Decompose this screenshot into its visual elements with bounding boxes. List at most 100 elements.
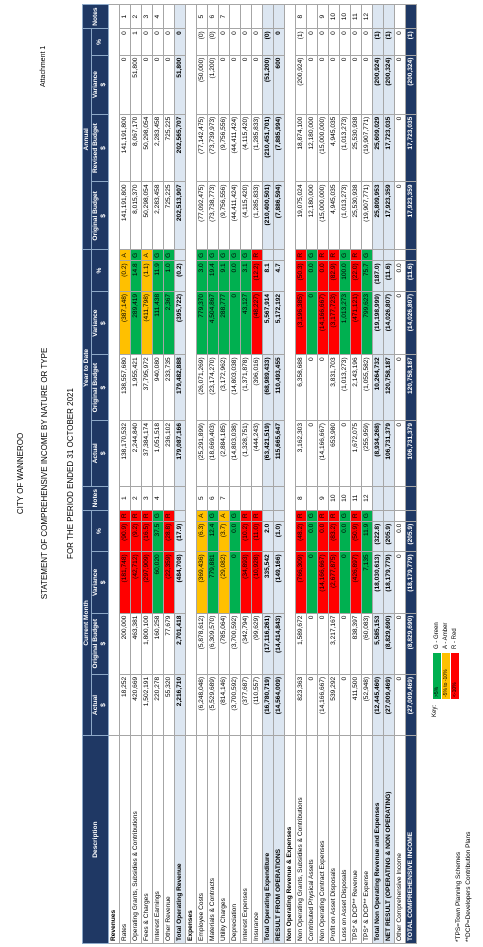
value-cell: (7,886,594) [273, 181, 285, 250]
value-cell: 420,669 [130, 674, 142, 736]
note-ref: 2 [130, 4, 142, 29]
row-label: Other Revenue [163, 735, 175, 944]
value-cell: 5,567,914 [262, 291, 274, 355]
column-header: Original Budget $ [91, 181, 109, 250]
value-cell: 6,358,688 [295, 354, 307, 421]
value-cell: (18,030,613) [372, 551, 384, 614]
table-row: Total Operating Revenue 2,216,710 2,701,41… [174, 4, 186, 944]
value-cell: 0 [361, 28, 373, 56]
value-cell: 600 [273, 55, 285, 115]
value-cell: 1,013,273 [339, 291, 351, 355]
value-cell: 0 [163, 55, 175, 115]
table-row: TOTAL COMPREHENSIVE INCOME (27,009,469) (8… [405, 4, 417, 944]
value-cell: (1.0) [273, 521, 285, 552]
value-cell: 0 [251, 28, 263, 56]
attachment-label: Attachment 1 [40, 45, 47, 87]
value-cell: 0 [218, 28, 230, 56]
note-ref: 7 [218, 486, 230, 511]
status-flag: A [141, 249, 153, 261]
column-unit: $ [100, 385, 107, 390]
value-cell: 2,143,196 [350, 354, 362, 421]
value-cell: 4,504,867 [207, 291, 219, 355]
value-cell: (8,829,690) [405, 613, 417, 675]
value-cell: 1 [130, 28, 142, 56]
value-cell: (14,564,009) [273, 674, 285, 736]
value-cell: (1,285,833) [251, 114, 263, 182]
status-flag: R [317, 249, 329, 261]
value-cell: (16.5) [141, 521, 153, 552]
status-flag: G [152, 510, 164, 522]
row-label: Non Operating Contract Expenses [317, 735, 329, 944]
column-label: % [96, 267, 103, 274]
value-cell: 288,777 [218, 291, 230, 355]
value-cell: 2,283,458 [152, 181, 164, 250]
value-cell: 0 [317, 613, 329, 675]
value-cell: 0 [240, 28, 252, 56]
value-cell: 0 [339, 613, 351, 675]
value-cell: 335,542 [262, 551, 274, 614]
note-ref [306, 486, 318, 511]
table-row: Total Non Operating Revenue and Expenses… [372, 4, 384, 944]
note-ref [383, 486, 395, 511]
value-cell: 779,370 [196, 291, 208, 355]
note-ref [394, 486, 406, 511]
value-cell: (0.2) [119, 260, 131, 292]
value-cell: 0 [306, 354, 318, 421]
value-cell: (814,146) [218, 674, 230, 736]
section-label: Revenues [108, 735, 120, 944]
status-flag: G [207, 510, 219, 522]
row-label: Utility Charges [218, 735, 230, 944]
empty-cell [284, 4, 296, 736]
legend-key: Key: >5% G - Green -5% to -10% A - Amber <-1… [432, 622, 459, 717]
value-cell: (14,026,807) [405, 291, 417, 355]
value-cell: 1,800,100 [141, 613, 153, 675]
value-cell: 0 [339, 674, 351, 736]
value-cell: 0 [317, 28, 329, 56]
value-cell: 1,672,075 [350, 420, 362, 487]
value-cell: 0 [306, 674, 318, 736]
footnotes: *TPS=Town Planning Schemes **DCP=Develope… [454, 832, 474, 942]
value-cell: (14,414,843) [273, 613, 285, 675]
value-cell: 0.0 [229, 521, 241, 552]
note-ref: 10 [339, 4, 351, 29]
value-cell: 0 [361, 55, 373, 115]
value-cell: 0 [306, 613, 318, 675]
note-ref: 4 [152, 486, 164, 511]
value-cell: 19,075,024 [295, 181, 307, 250]
value-cell: 17,923,359 [383, 181, 395, 250]
table-row: Profit on Asset Disposals 539,292 3,217,16… [328, 4, 340, 944]
value-cell: (149,166) [273, 551, 285, 614]
note-ref: 5 [196, 4, 208, 29]
value-cell: 0 [394, 551, 406, 614]
value-cell: 0.0 [317, 521, 329, 552]
status-flag: R [317, 510, 329, 522]
value-cell: (1.1) [141, 260, 153, 292]
value-cell: (1) [295, 28, 307, 56]
note-ref [240, 486, 252, 511]
status-flag: G [152, 249, 164, 261]
value-cell: 3,831,703 [328, 354, 340, 421]
value-cell: 411,500 [350, 674, 362, 736]
value-cell: 2,283,458 [152, 114, 164, 182]
group-header: Annual [82, 28, 92, 250]
value-cell: (110,557) [251, 674, 263, 736]
column-label: Original Budget [92, 362, 99, 413]
value-cell: (0) [262, 28, 274, 56]
row-label: TPS* & DCP** Revenue [350, 735, 362, 944]
value-cell: (0) [196, 28, 208, 56]
value-cell: 179,482,888 [174, 354, 186, 421]
table-row: Operating Grants, Subsidies & Contributi… [130, 4, 142, 944]
value-cell: (11.6) [383, 260, 395, 292]
income-table: Description Current Month Notes Year to Dat… [82, 4, 417, 944]
value-cell: 18,252 [119, 674, 131, 736]
value-cell: 0 [152, 28, 164, 56]
value-cell: (3,700,592) [229, 674, 241, 736]
column-header: Variance $ [91, 55, 109, 115]
row-label: Materials & Contracts [207, 735, 219, 944]
value-cell: (1,285,833) [251, 181, 263, 250]
table-row: Depreciation (3,700,592) (3,700,592) 0 0.0 G(… [229, 4, 241, 944]
note-ref: 6 [207, 486, 219, 511]
value-cell: 0 [229, 291, 241, 355]
row-label: Rates [119, 735, 131, 944]
status-flag [174, 249, 186, 261]
